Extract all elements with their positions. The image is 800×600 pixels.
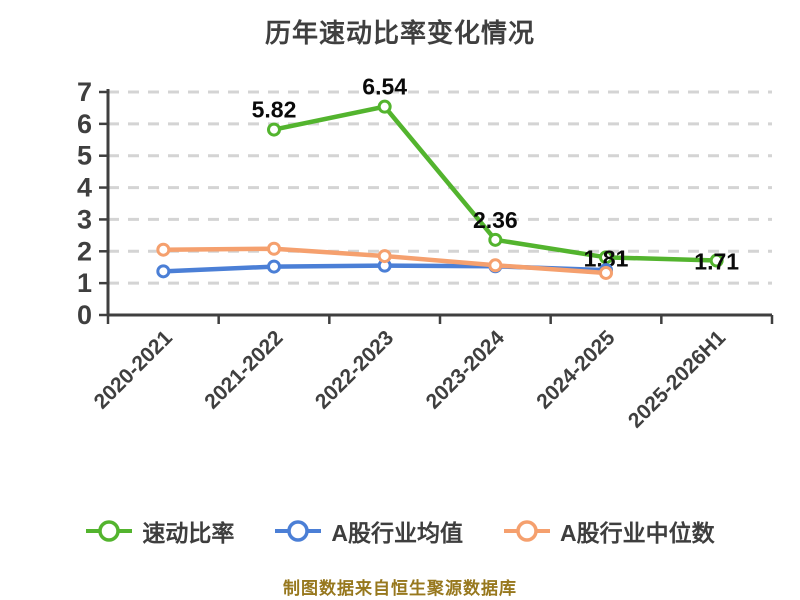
svg-text:4: 4 — [77, 173, 92, 203]
svg-text:2022-2023: 2022-2023 — [311, 326, 398, 413]
svg-text:7: 7 — [77, 77, 92, 107]
legend-marker-circle-icon — [274, 517, 322, 545]
chart-legend: 速动比率 A股行业均值 A股行业中位数 — [0, 514, 800, 548]
svg-text:5: 5 — [77, 141, 92, 171]
svg-text:2021-2022: 2021-2022 — [200, 326, 287, 413]
legend-marker-circle-icon — [503, 517, 551, 545]
legend-item-quick-ratio: 速动比率 — [85, 514, 234, 548]
svg-text:2023-2024: 2023-2024 — [422, 326, 510, 414]
legend-label: A股行业均值 — [331, 520, 463, 546]
svg-text:6.54: 6.54 — [362, 74, 407, 100]
legend-item-industry-mean: A股行业均值 — [274, 514, 463, 548]
svg-text:2025-2026H1: 2025-2026H1 — [624, 326, 730, 432]
svg-text:1.71: 1.71 — [694, 249, 739, 275]
legend-item-industry-median: A股行业中位数 — [503, 514, 715, 548]
svg-text:5.82: 5.82 — [252, 97, 297, 123]
svg-text:2: 2 — [77, 236, 92, 266]
svg-text:2024-2025: 2024-2025 — [532, 326, 620, 414]
svg-text:0: 0 — [77, 300, 92, 330]
svg-text:2.36: 2.36 — [473, 207, 518, 233]
legend-marker-circle-icon — [85, 517, 133, 545]
legend-label: 速动比率 — [142, 520, 235, 546]
svg-text:2020-2021: 2020-2021 — [90, 326, 178, 414]
svg-text:1: 1 — [77, 268, 92, 298]
svg-text:6: 6 — [77, 109, 92, 139]
data-source-attribution: 制图数据来自恒生聚源数据库 — [283, 579, 517, 598]
chart-title: 历年速动比率变化情况 — [264, 18, 535, 48]
legend-label: A股行业中位数 — [560, 520, 715, 546]
svg-text:3: 3 — [77, 204, 92, 234]
